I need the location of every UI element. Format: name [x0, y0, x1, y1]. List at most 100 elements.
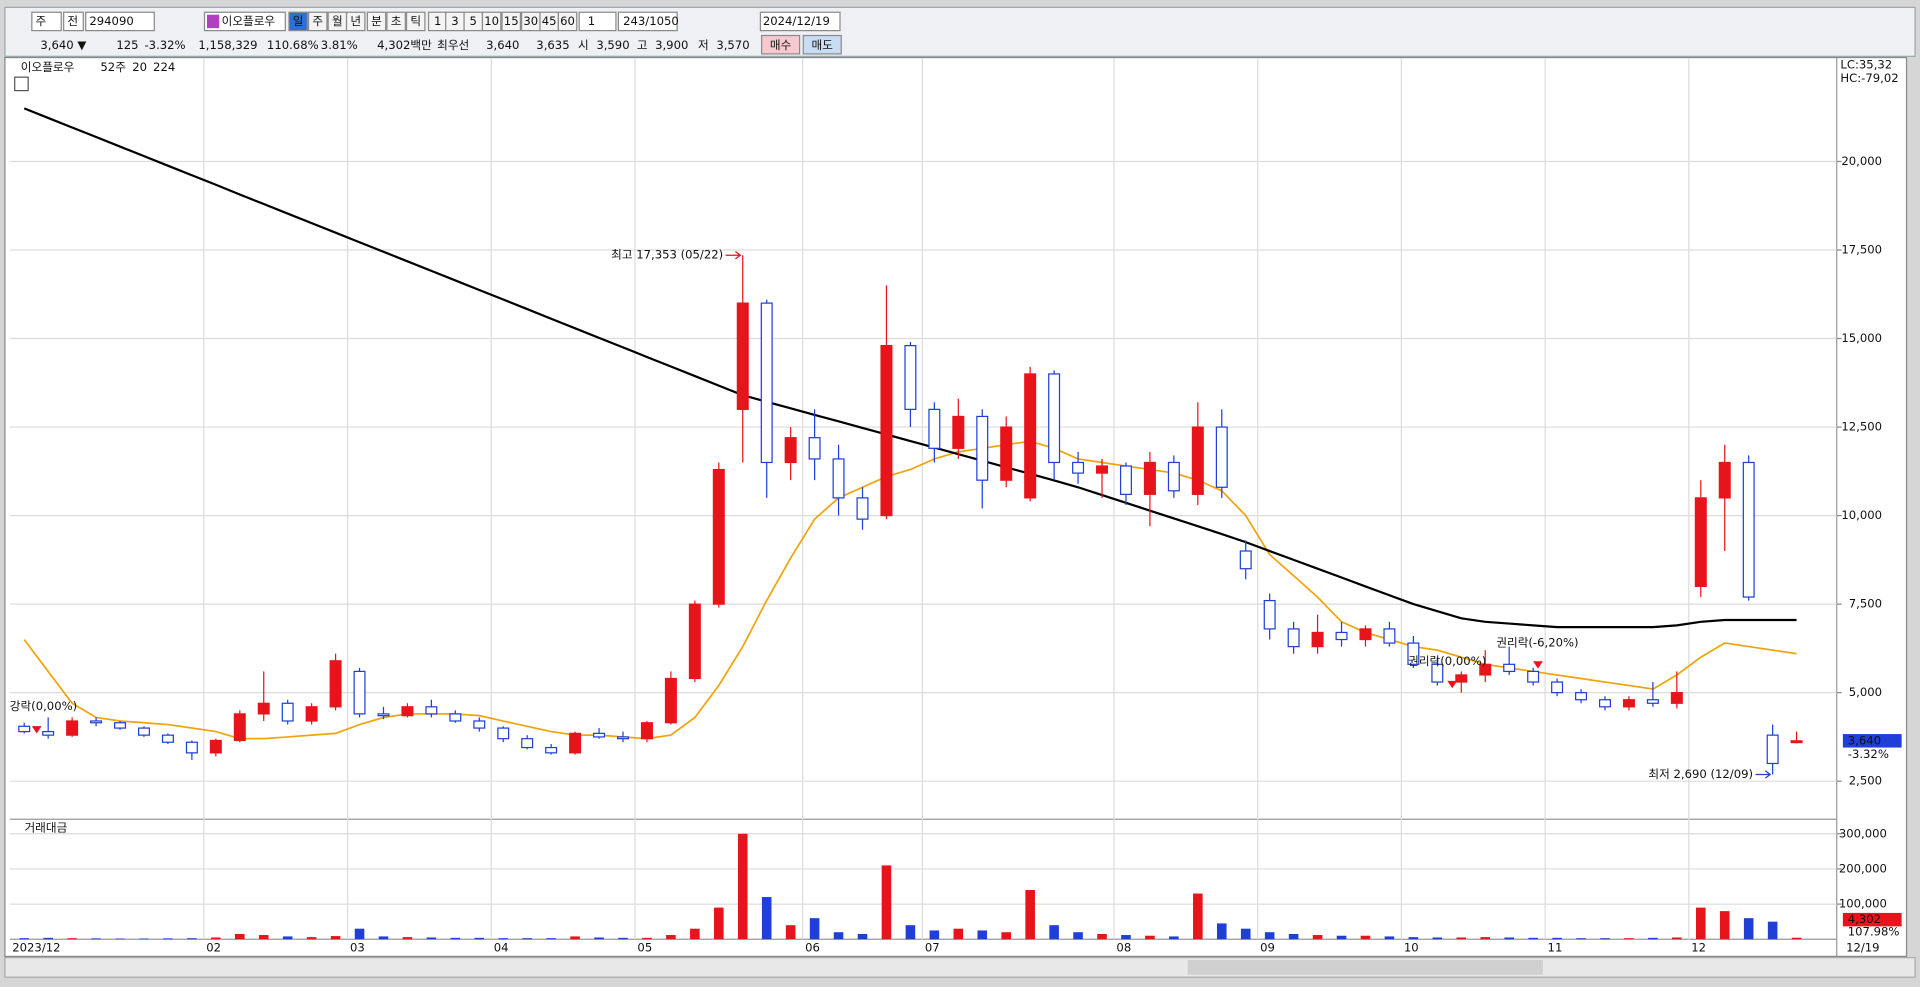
candle-body: [856, 497, 869, 520]
count[interactable]: 1: [588, 14, 595, 28]
name-box[interactable]: [203, 11, 286, 32]
volume-bar: [163, 938, 173, 940]
volume-bar: [714, 907, 724, 940]
interval[interactable]: 30: [523, 14, 538, 28]
period-button[interactable]: [405, 11, 426, 32]
volume-bar: [426, 937, 437, 940]
sell-button[interactable]: [802, 34, 842, 55]
period[interactable]: 일: [293, 14, 304, 28]
period[interactable]: 초: [391, 14, 402, 28]
date[interactable]: 2024/12/19: [763, 14, 830, 28]
date-box[interactable]: [759, 11, 841, 32]
volume-bar: [330, 936, 341, 940]
high-arrow: [725, 251, 742, 260]
candle-body: [1287, 628, 1300, 648]
period[interactable]: 분: [371, 14, 382, 28]
grid-icon[interactable]: [14, 76, 29, 92]
quote-low-label: 저: [698, 38, 709, 52]
quote-best-label: 최우선: [437, 38, 469, 52]
interval[interactable]: 5: [470, 14, 477, 28]
market[interactable]: 전: [67, 14, 78, 28]
volume-bar: [282, 936, 293, 940]
scrollbar[interactable]: [4, 956, 1916, 978]
candle-body: [952, 415, 965, 449]
period-button[interactable]: [345, 11, 366, 32]
period[interactable]: 월: [332, 14, 343, 28]
bars-box[interactable]: [617, 11, 678, 32]
candle-body: [1479, 663, 1492, 676]
y-tick-label: 20,000: [1841, 154, 1882, 168]
interval-button[interactable]: [557, 11, 578, 32]
volume-bar: [234, 933, 245, 940]
candle-body: [1096, 465, 1109, 474]
price-tag-change: -3.32%: [1848, 747, 1889, 761]
interval[interactable]: 3: [451, 14, 458, 28]
candle-body: [1000, 426, 1013, 481]
buy-button[interactable]: [761, 34, 801, 55]
candle-body: [784, 437, 797, 464]
candle-body: [1622, 699, 1635, 708]
period-button[interactable]: [288, 11, 308, 32]
volume-bar: [1504, 937, 1514, 940]
quote-best-ask: 3,640: [486, 38, 519, 52]
period-button[interactable]: [386, 11, 406, 32]
rights-annotation: 권리락(-6,20%): [1496, 635, 1578, 649]
volume-bar: [1743, 918, 1754, 940]
count-box[interactable]: [578, 11, 617, 32]
period-button[interactable]: [366, 11, 387, 32]
volume-bar: [306, 937, 317, 940]
volume-bar: [211, 937, 221, 940]
scroll-thumb[interactable]: [1187, 960, 1543, 975]
volume-bar: [594, 937, 604, 940]
volume-bar: [1193, 893, 1203, 940]
code-input[interactable]: [85, 11, 155, 32]
interval[interactable]: 45: [542, 14, 557, 28]
volume-bar: [666, 935, 676, 940]
period[interactable]: 틱: [410, 14, 421, 28]
interval[interactable]: 15: [504, 14, 519, 28]
x-tick-label: 2023/12: [12, 940, 60, 954]
candle-body: [1383, 628, 1396, 644]
quote-best-bid: 3,635: [536, 38, 569, 52]
interval[interactable]: 10: [484, 14, 499, 28]
candle-body: [305, 706, 318, 722]
candle-body: [161, 734, 174, 743]
volume-bar: [1097, 933, 1107, 940]
y-tick-label: 2,500: [1849, 774, 1882, 788]
candle-body: [329, 660, 342, 708]
candle-body: [1263, 599, 1276, 630]
candle-body: [1431, 663, 1444, 683]
candle-body: [1503, 663, 1516, 673]
volume-bar: [354, 928, 365, 940]
volume-bar: [833, 932, 844, 940]
candle-body: [209, 739, 222, 754]
quote-change-rate: -3.32%: [144, 38, 185, 52]
volume-bar: [139, 938, 149, 940]
period-button[interactable]: [307, 11, 328, 32]
candle-body: [688, 603, 701, 680]
interval-button[interactable]: [501, 11, 522, 32]
code[interactable]: 294090: [89, 14, 133, 28]
interval[interactable]: 60: [560, 14, 575, 28]
y-tick-label: 7,500: [1849, 597, 1882, 611]
legend-ma224: 224: [153, 60, 175, 74]
volume-bar: [546, 938, 556, 940]
mode-select[interactable]: [31, 11, 62, 32]
y-tick-label: 15,000: [1841, 331, 1882, 345]
quote-high-label: 고: [637, 38, 648, 52]
candle-body: [473, 720, 486, 729]
stock-name[interactable]: 이오플로우: [222, 14, 276, 28]
interval-button[interactable]: [481, 11, 502, 32]
period[interactable]: 년: [350, 14, 361, 28]
sell[interactable]: 매도: [812, 38, 834, 52]
legend-period: 52주: [100, 60, 126, 74]
mode[interactable]: 주: [36, 14, 47, 28]
volume-bar: [1576, 938, 1586, 940]
candle-body: [808, 437, 821, 460]
candle-body: [1239, 550, 1252, 570]
market-select[interactable]: [63, 11, 84, 32]
interval[interactable]: 1: [434, 14, 441, 28]
volume-bar: [1049, 925, 1059, 940]
period[interactable]: 주: [312, 14, 323, 28]
buy[interactable]: 매수: [770, 38, 792, 52]
